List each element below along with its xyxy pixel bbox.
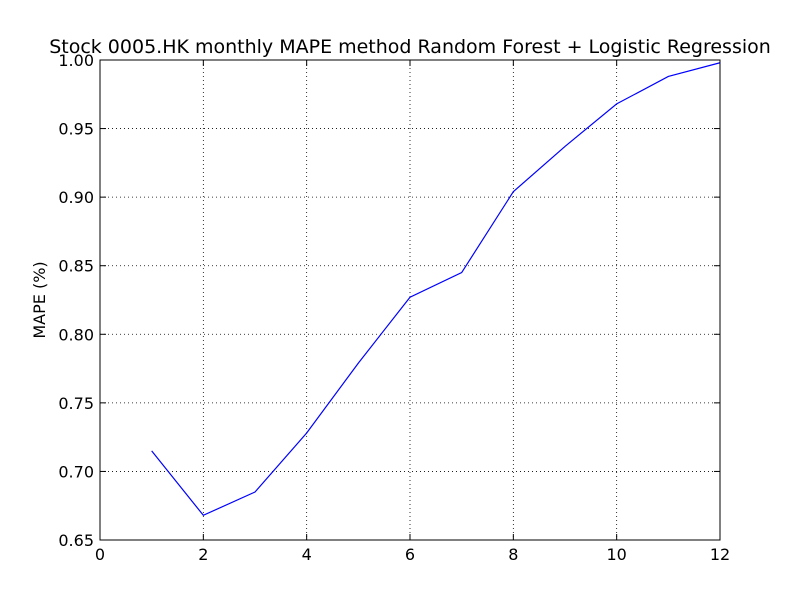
series-layer bbox=[151, 62, 721, 517]
x-tick-label: 8 bbox=[508, 545, 518, 564]
y-tick-label: 1.00 bbox=[58, 51, 94, 70]
y-axis-label: MAPE (%) bbox=[30, 261, 49, 338]
ticks: 0 2 4 6 8 10 12 0.65 0.70 0.75 0.80 0.85 0.90 0.95 1.0… bbox=[58, 51, 730, 564]
x-tick-label: 0 bbox=[95, 545, 105, 564]
y-tick-label: 0.95 bbox=[58, 120, 94, 139]
chart-title: Stock 0005.HK monthly MAPE method Random… bbox=[49, 36, 771, 58]
y-tick-label: 0.90 bbox=[58, 188, 94, 207]
y-tick-label: 0.70 bbox=[58, 462, 94, 481]
series-line bbox=[151, 62, 721, 517]
x-tick-label: 4 bbox=[302, 545, 312, 564]
x-tick-label: 2 bbox=[198, 545, 208, 564]
y-tick-label: 0.65 bbox=[58, 531, 94, 550]
y-tick-label: 0.80 bbox=[58, 325, 94, 344]
x-tick-label: 12 bbox=[710, 545, 730, 564]
x-tick-label: 6 bbox=[405, 545, 415, 564]
x-tick-label: 10 bbox=[606, 545, 626, 564]
grid bbox=[100, 60, 720, 540]
y-tick-label: 0.75 bbox=[58, 394, 94, 413]
y-tick-label: 0.85 bbox=[58, 257, 94, 276]
